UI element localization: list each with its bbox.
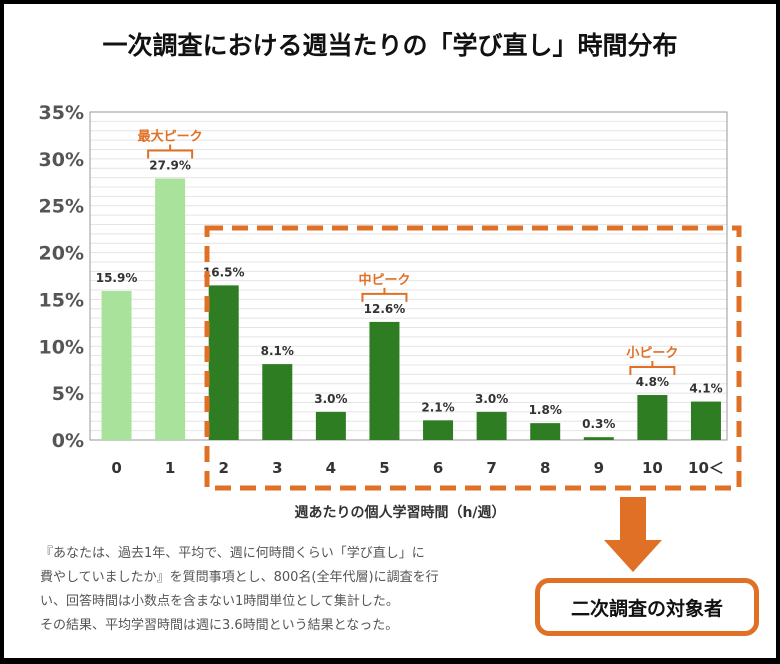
dashed-highlight-box: [204, 225, 742, 491]
y-tick-label: 25%: [39, 196, 84, 218]
bar: [583, 437, 614, 440]
bar: [369, 321, 400, 440]
data-label: 4.8%: [636, 375, 669, 389]
bracket: [629, 361, 676, 376]
y-tick-label: 35%: [39, 102, 84, 124]
x-tick-label: 1: [165, 459, 175, 477]
data-label: 4.1%: [689, 382, 722, 396]
bar: [101, 290, 132, 440]
note-line: 『あなたは、過去1年、平均で、週に何時間くらい「学び直し」に: [40, 546, 425, 561]
bracket: [361, 287, 408, 302]
target-box: 二次調査の対象者: [535, 578, 759, 636]
bar: [423, 420, 454, 440]
x-tick-label: 3: [272, 459, 282, 477]
chart-title: 一次調査における週当たりの「学び直し」時間分布: [102, 31, 678, 60]
x-tick-label: 10＜: [688, 459, 724, 477]
peak-annotation: 中ピーク: [358, 272, 410, 288]
peak-annotation: 最大ピーク: [138, 129, 203, 145]
y-tick-label: 0%: [52, 430, 84, 452]
data-label: 12.6%: [364, 302, 406, 316]
x-tick-label: 8: [540, 459, 550, 477]
x-tick-label: 4: [326, 459, 336, 477]
data-label: 2.1%: [421, 400, 454, 414]
y-tick-label: 5%: [52, 383, 84, 405]
peak-annotation: 小ピーク: [626, 346, 678, 361]
x-tick-label: 0: [111, 459, 121, 477]
x-tick-label: 2: [218, 459, 228, 477]
y-tick-label: 20%: [39, 243, 84, 265]
bar: [208, 285, 239, 440]
x-tick-label: 9: [594, 459, 604, 477]
bar: [476, 411, 507, 440]
y-tick-label: 10%: [39, 336, 84, 358]
plot-area: [89, 111, 728, 441]
x-axis-label: 週あたりの個人学習時間（h/週）: [294, 504, 505, 521]
bar: [637, 395, 668, 440]
note-line: その結果、平均学習時間は週に3.6時間という結果となった。: [40, 618, 399, 633]
bar: [530, 423, 561, 440]
bar: [262, 364, 293, 440]
x-tick-label: 10: [642, 459, 663, 477]
y-tick-label: 15%: [39, 289, 84, 311]
bracket: [147, 144, 194, 159]
data-label: 1.8%: [529, 403, 562, 417]
data-label: 3.0%: [314, 392, 347, 406]
data-label: 27.9%: [149, 159, 191, 173]
x-tick-label: 6: [433, 459, 443, 477]
down-arrow-icon: [604, 497, 662, 572]
y-tick-label: 30%: [39, 149, 84, 171]
x-tick-label: 5: [379, 459, 389, 477]
data-label: 16.5%: [203, 265, 245, 279]
data-label: 3.0%: [475, 392, 508, 406]
note-line: い、回答時間は小数点を含まない1時間単位として集計した。: [40, 594, 399, 609]
bar: [315, 411, 346, 440]
data-label: 0.3%: [582, 417, 615, 431]
x-tick-label: 7: [486, 459, 496, 477]
note-text: 『あなたは、過去1年、平均で、週に何時間くらい「学び直し」に 費やしていましたか…: [40, 542, 520, 638]
data-label: 8.1%: [261, 344, 294, 358]
data-label: 15.9%: [96, 271, 138, 285]
bar: [155, 178, 186, 440]
bar: [690, 401, 721, 440]
note-line: 費やしていましたか』を質問事項とし、800名(全年代層)に調査を行: [40, 570, 439, 585]
